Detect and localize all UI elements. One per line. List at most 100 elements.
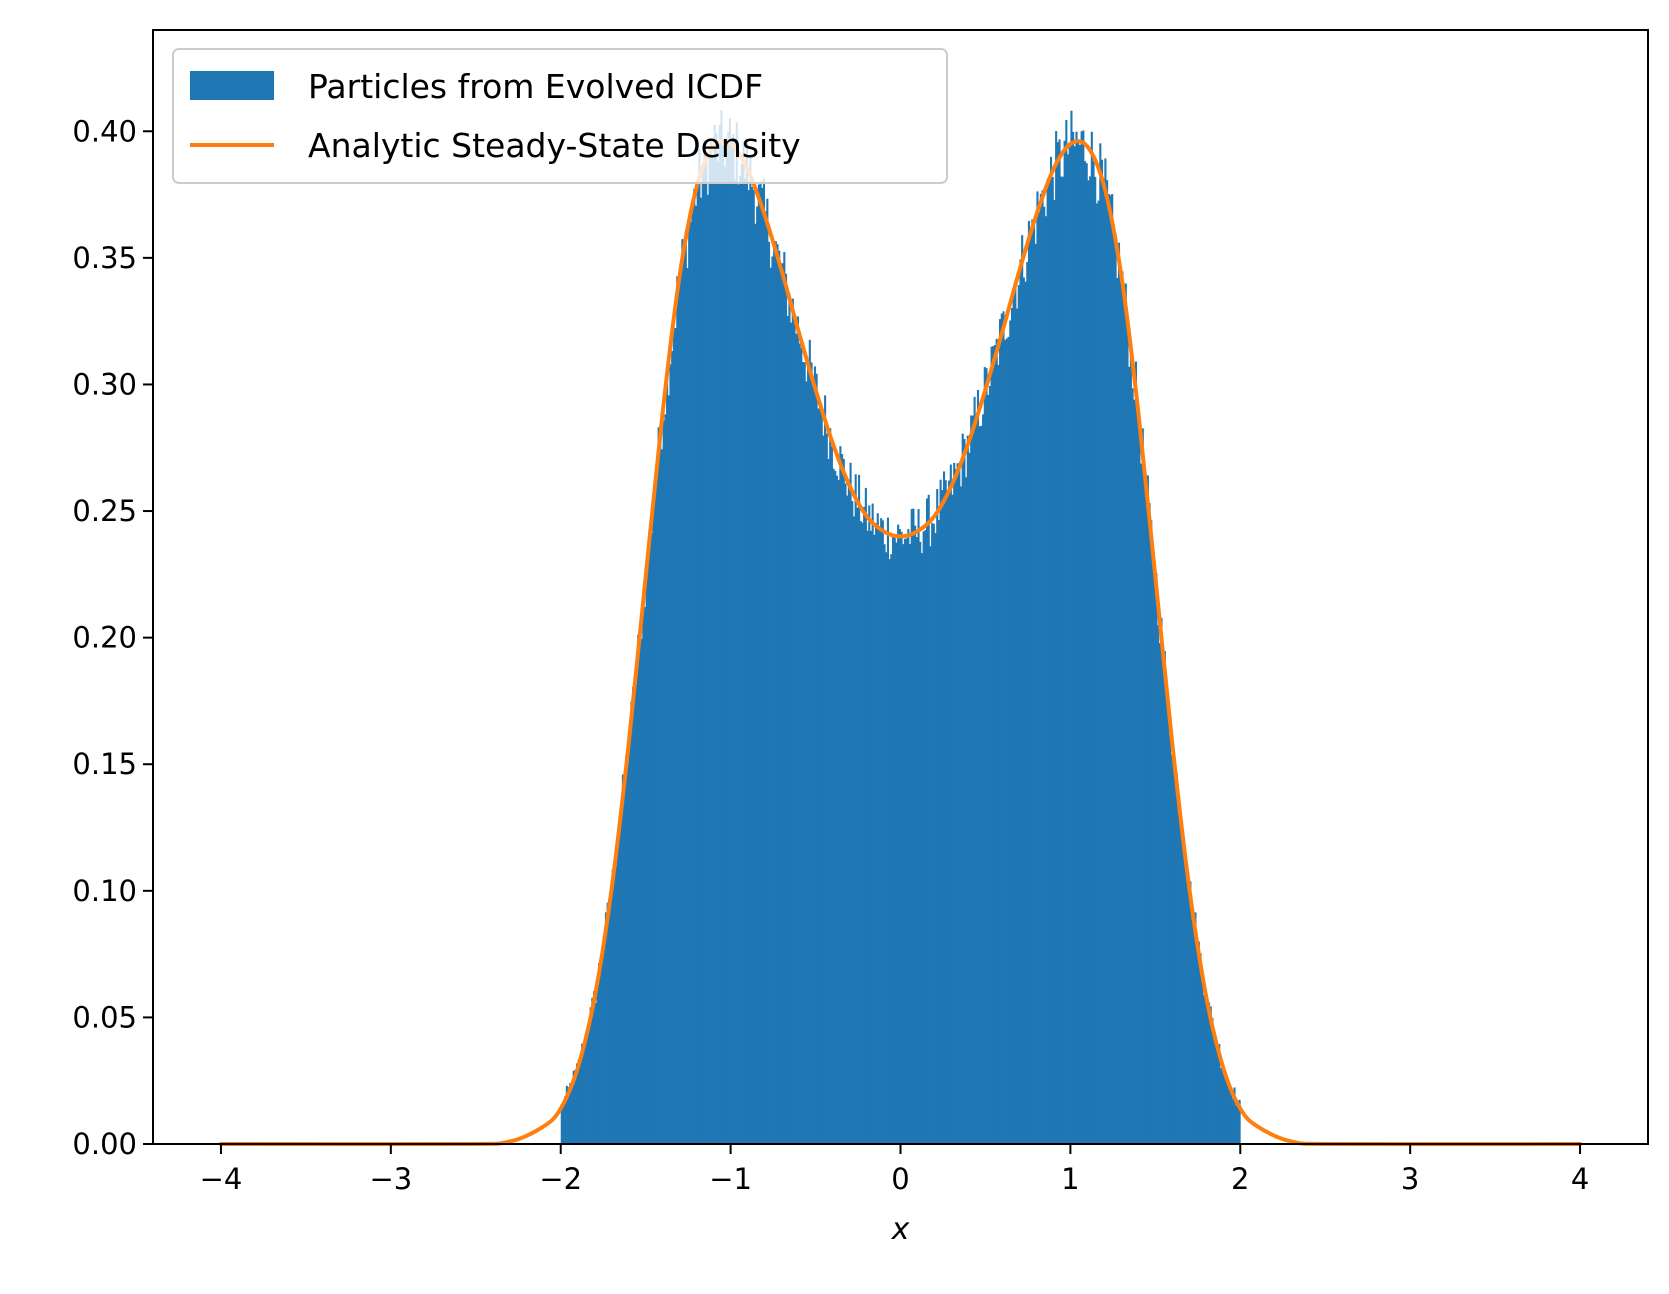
histogram-bar [728, 118, 732, 1144]
histogram-bar [776, 244, 779, 1144]
histogram-bar [570, 1088, 574, 1144]
histogram-bar [1201, 972, 1204, 1144]
histogram-bar [1174, 762, 1177, 1144]
histogram-bar [988, 385, 991, 1144]
histogram-bar [1085, 163, 1088, 1145]
histogram-bar [971, 415, 974, 1144]
histogram-bar [732, 134, 735, 1145]
histogram-bar [815, 373, 818, 1145]
histogram-bar [577, 1059, 580, 1144]
histogram-bar [565, 1085, 568, 1144]
histogram-bar [846, 495, 849, 1144]
histogram-bar [1192, 916, 1195, 1144]
histogram-bar [632, 687, 635, 1144]
histogram-bar [589, 1007, 592, 1144]
histogram-bar [1167, 713, 1170, 1144]
histogram-bar [915, 537, 918, 1144]
histogram-bar [937, 520, 940, 1144]
x-axis-label: x [891, 1212, 910, 1247]
histogram-bar [593, 991, 596, 1144]
histogram-bar [936, 489, 939, 1144]
histogram-bar [827, 458, 830, 1144]
histogram-bar [966, 435, 969, 1144]
histogram-bar [1041, 190, 1044, 1144]
histogram-bar [1002, 311, 1005, 1144]
histogram-bar [858, 474, 861, 1144]
histogram-bar [812, 379, 815, 1144]
histogram-bars [560, 110, 1241, 1145]
histogram-bar [961, 433, 964, 1144]
histogram-bar [718, 124, 721, 1145]
histogram-bar [1160, 617, 1163, 1144]
histogram-bar [1224, 1076, 1228, 1144]
legend-box [172, 48, 948, 184]
histogram-bar [888, 559, 891, 1144]
histogram-bar [1119, 280, 1122, 1144]
histogram-bar [599, 963, 602, 1144]
histogram-bar [790, 322, 793, 1145]
histogram-bar [1050, 156, 1053, 1144]
histogram-bar [1209, 1006, 1212, 1144]
histogram-bar [946, 495, 949, 1145]
histogram-bar [927, 494, 930, 1144]
histogram-bar [706, 194, 709, 1144]
histogram-bar [752, 190, 755, 1145]
histogram-bar [1111, 194, 1114, 1145]
histogram-bar [601, 955, 604, 1144]
histogram-bar [679, 268, 682, 1144]
histogram-bar [1065, 119, 1068, 1145]
y-axis-ticks: 0.00 0.05 0.10 0.15 0.20 0.25 0.30 0.35 0.40 [72, 114, 153, 1161]
histogram-bar [910, 509, 913, 1144]
x-axis-ticks: −4 −3 −2 −1 0 1 2 3 4 [200, 1144, 1589, 1196]
histogram-bar [745, 142, 748, 1145]
histogram-bar [1010, 307, 1014, 1145]
histogram-bar [1126, 325, 1129, 1145]
histogram-bar [808, 339, 811, 1145]
histogram-bar [951, 494, 954, 1144]
histogram-bar [837, 479, 840, 1144]
histogram-bar [596, 981, 599, 1144]
histogram-bar [1043, 206, 1046, 1145]
histogram-bar [1063, 140, 1066, 1144]
histogram-bar [620, 808, 623, 1144]
histogram-bar [825, 433, 828, 1144]
histogram-bar [978, 426, 981, 1144]
histogram-bar [713, 124, 716, 1145]
histogram-bar [623, 781, 626, 1144]
histogram-bar [1157, 625, 1160, 1144]
histogram-bar [1112, 225, 1115, 1144]
histogram-bar [818, 404, 822, 1144]
histogram-bar [878, 526, 881, 1144]
histogram-bar [754, 223, 757, 1145]
histogram-bar [917, 509, 920, 1145]
histogram-bar [1151, 558, 1155, 1144]
histogram-bar [1162, 656, 1165, 1144]
histogram-bar [611, 869, 614, 1144]
histogram-bar [866, 530, 869, 1144]
histogram-bar [813, 366, 816, 1145]
histogram-bar [1029, 234, 1032, 1144]
histogram-bar [1216, 1049, 1219, 1144]
x-tick-label: −1 [709, 1162, 752, 1196]
legend-histogram-swatch [190, 71, 274, 100]
histogram-bar [912, 508, 915, 1144]
histogram-bar [1053, 199, 1056, 1144]
histogram-bar [1046, 179, 1049, 1144]
histogram-bar [691, 208, 694, 1144]
histogram-bar [1134, 361, 1138, 1145]
histogram-bar [761, 187, 764, 1144]
histogram-bar [963, 438, 966, 1144]
x-tick-label: 4 [1571, 1162, 1589, 1196]
histogram-bar [742, 141, 745, 1144]
y-tick-label: 0.35 [72, 241, 137, 275]
y-tick-label: 0.25 [72, 494, 137, 528]
histogram-bar [1230, 1094, 1233, 1144]
histogram-bar [1123, 296, 1126, 1144]
histogram-bar [1221, 1069, 1224, 1144]
histogram-bar [744, 178, 747, 1144]
histogram-bar [562, 1105, 565, 1144]
histogram-bar [781, 263, 784, 1144]
histogram-bar [788, 293, 791, 1144]
histogram-bar [643, 606, 647, 1144]
histogram-bar [722, 145, 725, 1144]
